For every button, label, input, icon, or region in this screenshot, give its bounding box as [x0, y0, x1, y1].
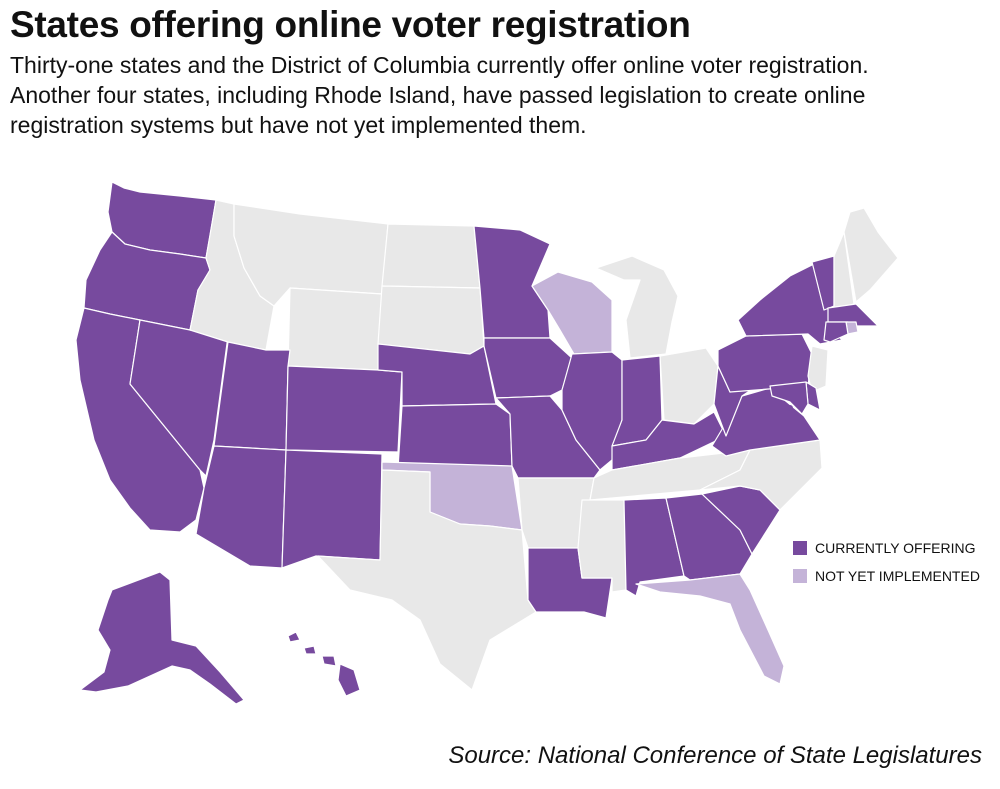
legend-label-not-yet: NOT YET IMPLEMENTED	[815, 568, 980, 584]
state-NM	[281, 449, 383, 569]
state-MS	[577, 499, 627, 593]
legend-swatch-offering	[793, 541, 807, 555]
source-note: Source: National Conference of State Leg…	[448, 742, 982, 769]
description-line: Thirty-one states and the District of Co…	[10, 52, 869, 78]
state-MO	[495, 395, 601, 479]
state-SD	[377, 285, 485, 355]
state-UT	[213, 341, 291, 451]
state-DC	[787, 405, 793, 411]
state-TX	[317, 469, 537, 691]
state-IL	[561, 351, 623, 471]
map-title: States offering online voter registratio…	[10, 4, 691, 45]
state-IA	[483, 337, 573, 399]
legend-item-offering: CURRENTLY OFFERING	[793, 540, 980, 556]
state-CT	[823, 321, 849, 343]
state-FL	[635, 573, 785, 685]
state-HI	[287, 631, 361, 697]
legend-item-not-yet: NOT YET IMPLEMENTED	[793, 568, 980, 584]
map-legend: CURRENTLY OFFERING NOT YET IMPLEMENTED	[793, 540, 980, 596]
legend-label-offering: CURRENTLY OFFERING	[815, 540, 976, 556]
description-line: Another four states, including Rhode Isl…	[10, 82, 866, 108]
legend-swatch-not-yet	[793, 569, 807, 583]
state-AZ	[195, 445, 287, 569]
state-OH	[659, 347, 719, 425]
map-description: Thirty-one states and the District of Co…	[10, 50, 995, 140]
state-WY	[287, 287, 383, 371]
state-NJ	[807, 345, 829, 393]
description-line: registration systems but have not yet im…	[10, 112, 587, 138]
state-ND	[381, 223, 481, 289]
state-CO	[285, 365, 403, 453]
state-ME	[843, 207, 899, 303]
state-KS	[397, 403, 513, 469]
state-AK	[79, 571, 245, 705]
state-MT	[233, 203, 389, 307]
state-NC	[699, 439, 823, 511]
state-MI	[595, 255, 679, 359]
state-MD	[769, 381, 809, 415]
